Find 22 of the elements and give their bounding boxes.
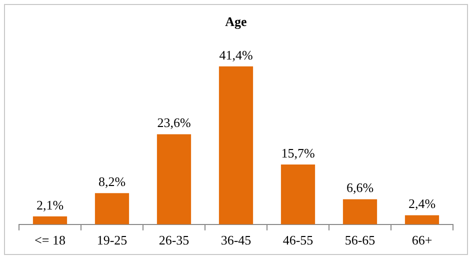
bar <box>32 216 68 224</box>
bar <box>404 215 440 224</box>
data-label: 2,4% <box>408 196 436 212</box>
data-label: 2,1% <box>36 197 64 212</box>
x-tick-label: 46-55 <box>282 232 314 248</box>
x-tick-label: 66+ <box>412 232 432 248</box>
data-label: 23,6% <box>157 115 191 130</box>
bar <box>94 193 130 224</box>
x-tick-label: <= 18 <box>34 232 66 248</box>
data-label: 8,2% <box>98 174 126 190</box>
x-tick-label: 26-35 <box>158 232 190 248</box>
bar <box>218 66 254 224</box>
data-label: 41,4% <box>219 47 253 62</box>
x-tick-label: 19-25 <box>96 232 128 248</box>
bar <box>280 164 316 224</box>
bar <box>156 134 192 224</box>
data-label: 6,6% <box>346 180 374 196</box>
data-label: 15,7% <box>281 145 315 160</box>
x-tick-label: 36-45 <box>220 232 252 248</box>
x-tick-label: 56-65 <box>344 232 376 248</box>
chart-title: Age <box>225 14 248 30</box>
bar <box>342 199 378 224</box>
